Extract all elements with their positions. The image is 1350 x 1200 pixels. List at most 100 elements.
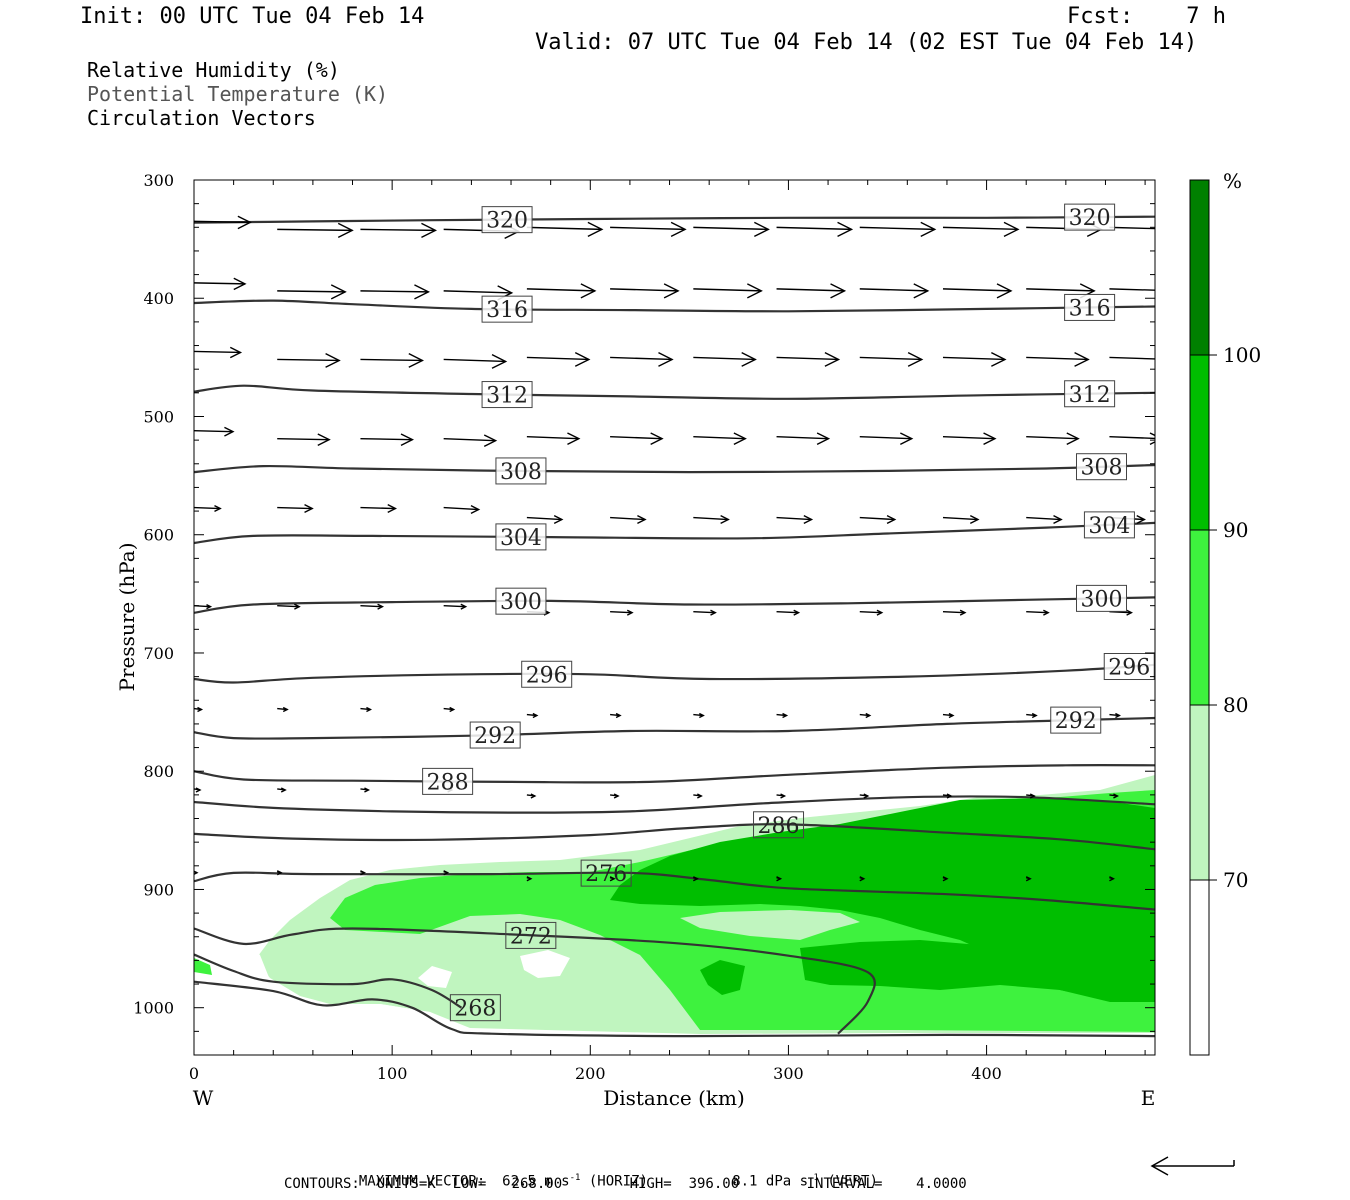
field-vectors-label: Circulation Vectors <box>87 106 316 130</box>
contour-label-box <box>481 295 533 323</box>
vector-shaft <box>1026 435 1079 440</box>
circulation-vector <box>610 712 622 719</box>
vector-head <box>780 793 787 799</box>
contour-label-box <box>1076 453 1128 481</box>
vector-head <box>996 283 1013 299</box>
colorbar-level-label: 80 <box>1223 693 1248 717</box>
vector-head <box>710 609 717 616</box>
contour-label-box <box>495 587 547 615</box>
vector-shaft <box>277 604 300 608</box>
theta-contour-284 <box>194 795 1155 814</box>
circulation-vector <box>276 870 283 876</box>
contour-label-box <box>495 523 547 551</box>
vector-head <box>282 706 289 713</box>
vector-head <box>793 609 801 616</box>
vector-head <box>637 515 647 525</box>
vector-shaft <box>526 288 595 292</box>
circulation-vector <box>610 221 687 238</box>
vector-shaft <box>194 506 221 510</box>
vector-head <box>876 609 884 616</box>
vector-head <box>663 283 680 299</box>
vector-shaft <box>1109 226 1155 230</box>
contour-label-316: 316 <box>1069 296 1111 321</box>
vector-head <box>237 215 252 230</box>
vector-shaft <box>194 350 241 354</box>
contour-label-box <box>505 921 557 949</box>
vector-head <box>942 876 949 882</box>
circulation-vector <box>693 793 703 799</box>
circulation-vector <box>1026 609 1050 616</box>
vector-head <box>697 793 703 799</box>
circulation-vector <box>360 284 431 300</box>
vector-shaft <box>610 356 673 361</box>
vector-shaft <box>693 610 716 614</box>
vector-head <box>658 352 674 367</box>
vector-head <box>304 504 314 514</box>
theta-contour-264 <box>194 980 1155 1038</box>
circulation-vector <box>609 876 616 882</box>
vector-head <box>733 432 747 446</box>
vector-head <box>886 515 897 525</box>
vector-head <box>491 354 508 369</box>
vector-shaft <box>693 226 769 231</box>
vector-head <box>366 706 373 713</box>
vector-head <box>387 504 398 514</box>
circulation-vector <box>443 354 508 369</box>
circulation-vector <box>1025 876 1032 882</box>
rh-90-region <box>610 798 1155 1002</box>
rh-70-hole <box>680 910 860 940</box>
circulation-vector <box>693 432 747 446</box>
circulation-vector <box>693 876 699 882</box>
contour-label-276: 276 <box>585 862 627 887</box>
vector-head <box>1074 352 1090 367</box>
circulation-vector <box>859 352 924 367</box>
circulation-vector <box>693 609 717 616</box>
circulation-vector <box>942 221 1020 238</box>
axis-tick-labels: 0 100 200 300 400 300 400 500 600 700 800 900 1000 <box>133 171 1002 1083</box>
vector-head <box>587 221 604 238</box>
vector-shaft <box>194 429 234 433</box>
circulation-vector <box>693 712 705 719</box>
vector-shaft <box>360 290 429 293</box>
x-tick-label: 200 <box>575 1064 606 1083</box>
plot-frame <box>193 179 1156 1056</box>
vector-shaft <box>693 356 756 361</box>
circulation-vector <box>360 433 415 447</box>
contour-label-320: 320 <box>1069 206 1111 231</box>
circulation-vector <box>776 609 801 616</box>
circulation-vector <box>942 876 949 882</box>
vert-tag: (VERT) <box>827 1173 878 1190</box>
x-axis-label: Distance (km) <box>603 1086 745 1110</box>
vector-head <box>1029 793 1036 799</box>
contour-label-box <box>481 381 533 409</box>
y-tick-label: 700 <box>143 644 174 663</box>
vert-exponent: -1 <box>808 1173 819 1183</box>
vector-head <box>1113 793 1119 799</box>
theta-contours <box>194 215 1155 1038</box>
contour-label-box <box>1064 380 1116 408</box>
vector-shaft <box>277 437 330 441</box>
colorbar-unit: % <box>1223 169 1242 193</box>
vector-shaft <box>277 228 353 232</box>
vector-head <box>364 787 371 793</box>
init-time: Init: 00 UTC Tue 04 Feb 14 <box>80 4 425 29</box>
vector-head <box>693 876 699 882</box>
contour-label-280: 286 <box>758 814 800 839</box>
field-rh-label: Relative Humidity (%) <box>87 58 340 82</box>
contour-label-312: 312 <box>1069 383 1111 408</box>
circulation-vector <box>693 352 757 367</box>
circulation-vector <box>277 353 341 368</box>
circulation-vector <box>194 215 252 230</box>
vector-head <box>317 433 331 447</box>
y-tick-label: 800 <box>143 762 174 781</box>
rh-white-left <box>194 935 470 1030</box>
colorbar-segment <box>1189 354 1210 531</box>
circulation-vector <box>360 222 438 239</box>
vector-shaft <box>360 228 436 232</box>
horiz-tag: (HORIZ) <box>588 1173 648 1190</box>
vector-head <box>991 352 1007 367</box>
circulation-vector <box>610 515 647 525</box>
circulation-vector <box>776 793 787 799</box>
rh-90-patch <box>700 960 745 995</box>
vector-shaft <box>526 435 579 440</box>
